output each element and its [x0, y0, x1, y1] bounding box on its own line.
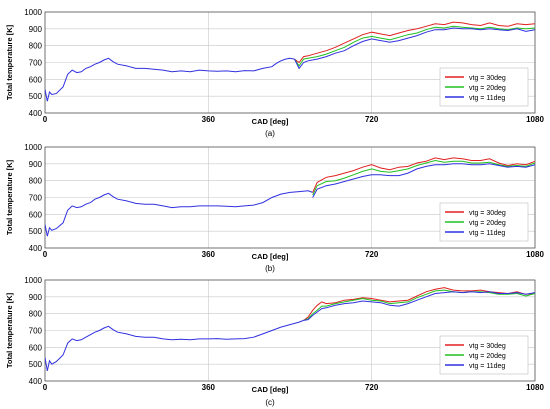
y-tick-label: 600 — [29, 210, 43, 219]
panel-label: (a) — [265, 129, 275, 138]
series-line-common — [45, 57, 295, 102]
series-line-common — [45, 190, 313, 237]
legend-label: vtg = 30deg — [469, 343, 506, 350]
y-tick-label: 600 — [29, 75, 43, 84]
y-tick-label: 900 — [29, 25, 43, 34]
y-tick-label: 900 — [29, 293, 43, 302]
x-tick-label: 0 — [43, 250, 48, 259]
series-line-2 — [294, 25, 535, 67]
legend-label: vtg = 20deg — [469, 85, 506, 92]
x-tick-label: 0 — [43, 115, 48, 124]
series-line-3 — [312, 163, 535, 198]
legend-label: vtg = 11deg — [469, 95, 505, 102]
x-tick-label: 1080 — [526, 250, 544, 259]
y-tick-label: 500 — [29, 227, 43, 236]
y-tick-label: 900 — [29, 160, 43, 169]
chart-panel-3: 400 500 600 700 800 900 1000 0 360 720 1080 CAD [de… — [5, 276, 544, 407]
legend-label: vtg = 11deg — [469, 363, 505, 370]
y-tick-label: 1000 — [24, 276, 42, 285]
x-tick-label: 360 — [202, 383, 216, 392]
legend-label: vtg = 20deg — [469, 353, 506, 360]
series-line-common — [45, 319, 304, 372]
y-tick-label: 700 — [29, 327, 43, 336]
x-axis-label: CAD [deg] — [252, 117, 289, 126]
x-tick-label: 1080 — [526, 115, 544, 124]
y-tick-label: 500 — [29, 360, 43, 369]
x-tick-label: 720 — [365, 250, 379, 259]
series-line-1 — [312, 157, 535, 193]
y-tick-label: 700 — [29, 194, 43, 203]
series-line-1 — [294, 21, 535, 64]
y-tick-label: 800 — [29, 177, 43, 186]
x-tick-label: 1080 — [526, 383, 544, 392]
x-axis-label: CAD [deg] — [252, 252, 289, 261]
y-axis-label: Total temperature [K] — [5, 159, 14, 235]
plot-frame — [44, 11, 536, 114]
y-axis-label: Total temperature [K] — [5, 24, 14, 100]
x-tick-label: 360 — [202, 115, 216, 124]
plot-frame — [44, 279, 536, 382]
legend-label: vtg = 11deg — [469, 230, 505, 237]
panel-label: (b) — [265, 264, 275, 273]
y-tick-label: 400 — [29, 377, 43, 386]
y-tick-label: 400 — [29, 109, 43, 118]
panel-label: (c) — [265, 398, 275, 407]
legend-label: vtg = 30deg — [469, 75, 506, 82]
legend-label: vtg = 30deg — [469, 210, 506, 217]
y-tick-label: 600 — [29, 343, 43, 352]
x-tick-label: 0 — [43, 383, 48, 392]
y-tick-label: 1000 — [24, 8, 42, 17]
y-tick-label: 700 — [29, 59, 43, 68]
series-line-3 — [303, 291, 535, 321]
series-line-2 — [303, 289, 535, 321]
legend-label: vtg = 20deg — [469, 220, 506, 227]
series-line-3 — [294, 27, 535, 70]
y-tick-label: 800 — [29, 310, 43, 319]
chart-panel-1: 400 500 600 700 800 900 1000 0 360 720 1080 CAD [de… — [5, 8, 544, 138]
y-tick-label: 1000 — [24, 143, 42, 152]
x-axis-label: CAD [deg] — [252, 385, 289, 394]
x-tick-label: 360 — [202, 250, 216, 259]
y-tick-label: 800 — [29, 42, 43, 51]
series-line-1 — [303, 287, 535, 321]
plot-frame — [44, 146, 536, 249]
x-tick-label: 720 — [365, 383, 379, 392]
y-tick-label: 500 — [29, 92, 43, 101]
y-axis-label: Total temperature [K] — [5, 292, 14, 368]
x-tick-label: 720 — [365, 115, 379, 124]
chart-panel-2: 400 500 600 700 800 900 1000 0 360 720 1080 CAD [de… — [5, 143, 544, 273]
y-tick-label: 400 — [29, 244, 43, 253]
series-line-2 — [312, 159, 535, 196]
